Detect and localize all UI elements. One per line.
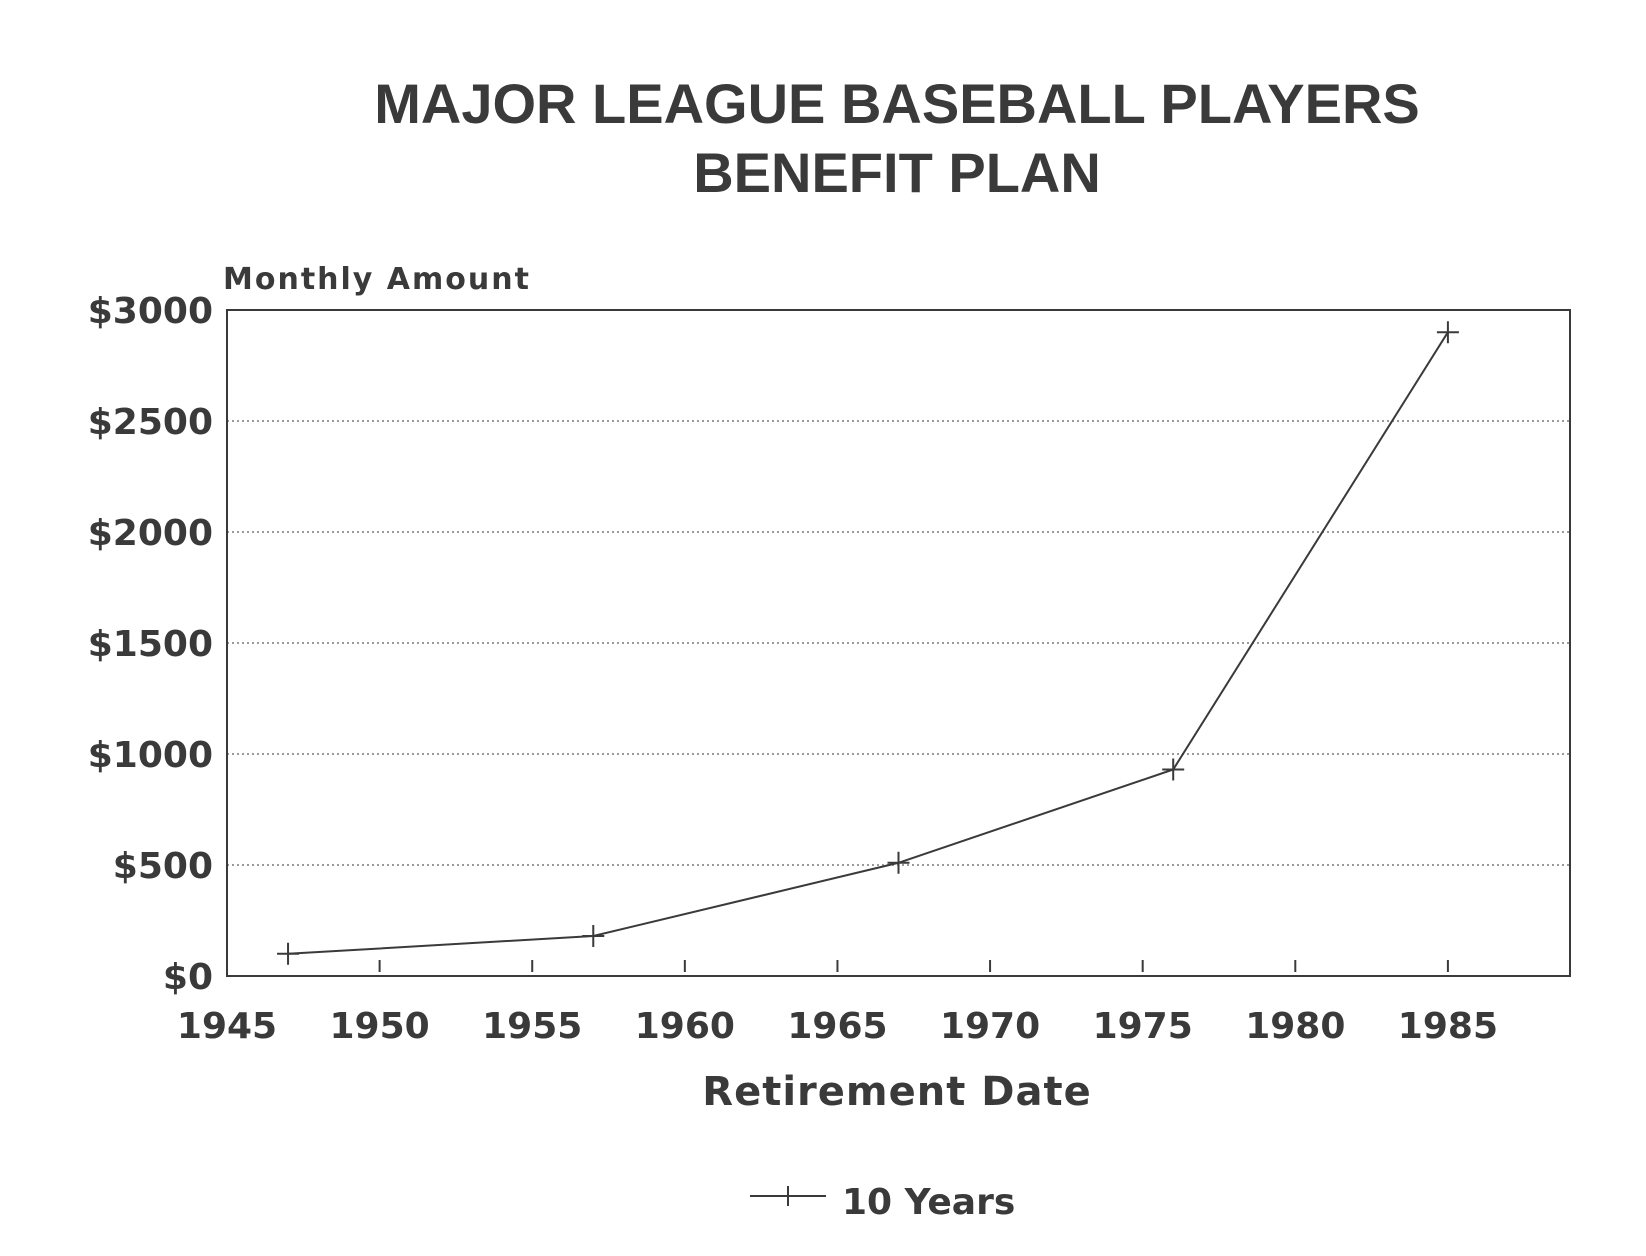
x-tick-label: 1965 <box>787 1006 887 1047</box>
y-tick-label: $2000 <box>88 513 213 554</box>
x-tick-label: 1980 <box>1245 1006 1345 1047</box>
x-axis-ticks: 1945 1950 1955 1960 1965 1970 1975 1980 1985 <box>177 960 1498 1047</box>
chart-title-line-1: MAJOR LEAGUE BASEBALL PLAYERS <box>374 72 1420 135</box>
x-tick-label: 1985 <box>1398 1006 1498 1047</box>
data-point <box>582 925 605 948</box>
y-axis-ticks: $0 $500 $1000 $1500 $2000 $2500 $3000 <box>88 291 213 998</box>
legend: 10 Years <box>750 1182 1015 1223</box>
data-point <box>1162 758 1185 781</box>
chart-title-line-2: BENEFIT PLAN <box>693 141 1101 204</box>
y-tick-label: $3000 <box>88 291 213 332</box>
data-point <box>887 851 910 874</box>
x-tick-label: 1970 <box>940 1006 1040 1047</box>
series-10-years <box>277 321 1459 965</box>
x-tick-label: 1975 <box>1093 1006 1193 1047</box>
y-tick-label: $0 <box>163 957 213 998</box>
x-tick-label: 1950 <box>330 1006 430 1047</box>
y-tick-label: $2500 <box>88 402 213 443</box>
x-tick-label: 1945 <box>177 1006 277 1047</box>
x-tick-label: 1955 <box>482 1006 582 1047</box>
gridlines <box>227 420 1570 866</box>
data-point <box>277 942 300 965</box>
data-point <box>1436 321 1459 344</box>
y-axis-label: Monthly Amount <box>223 262 531 297</box>
y-tick-label: $1500 <box>88 624 213 665</box>
x-axis-label: Retirement Date <box>702 1069 1091 1115</box>
y-tick-label: $1000 <box>88 735 213 776</box>
plot-frame <box>226 309 1571 977</box>
y-tick-label: $500 <box>113 846 213 887</box>
x-tick-label: 1960 <box>635 1006 735 1047</box>
legend-label: 10 Years <box>842 1182 1015 1223</box>
